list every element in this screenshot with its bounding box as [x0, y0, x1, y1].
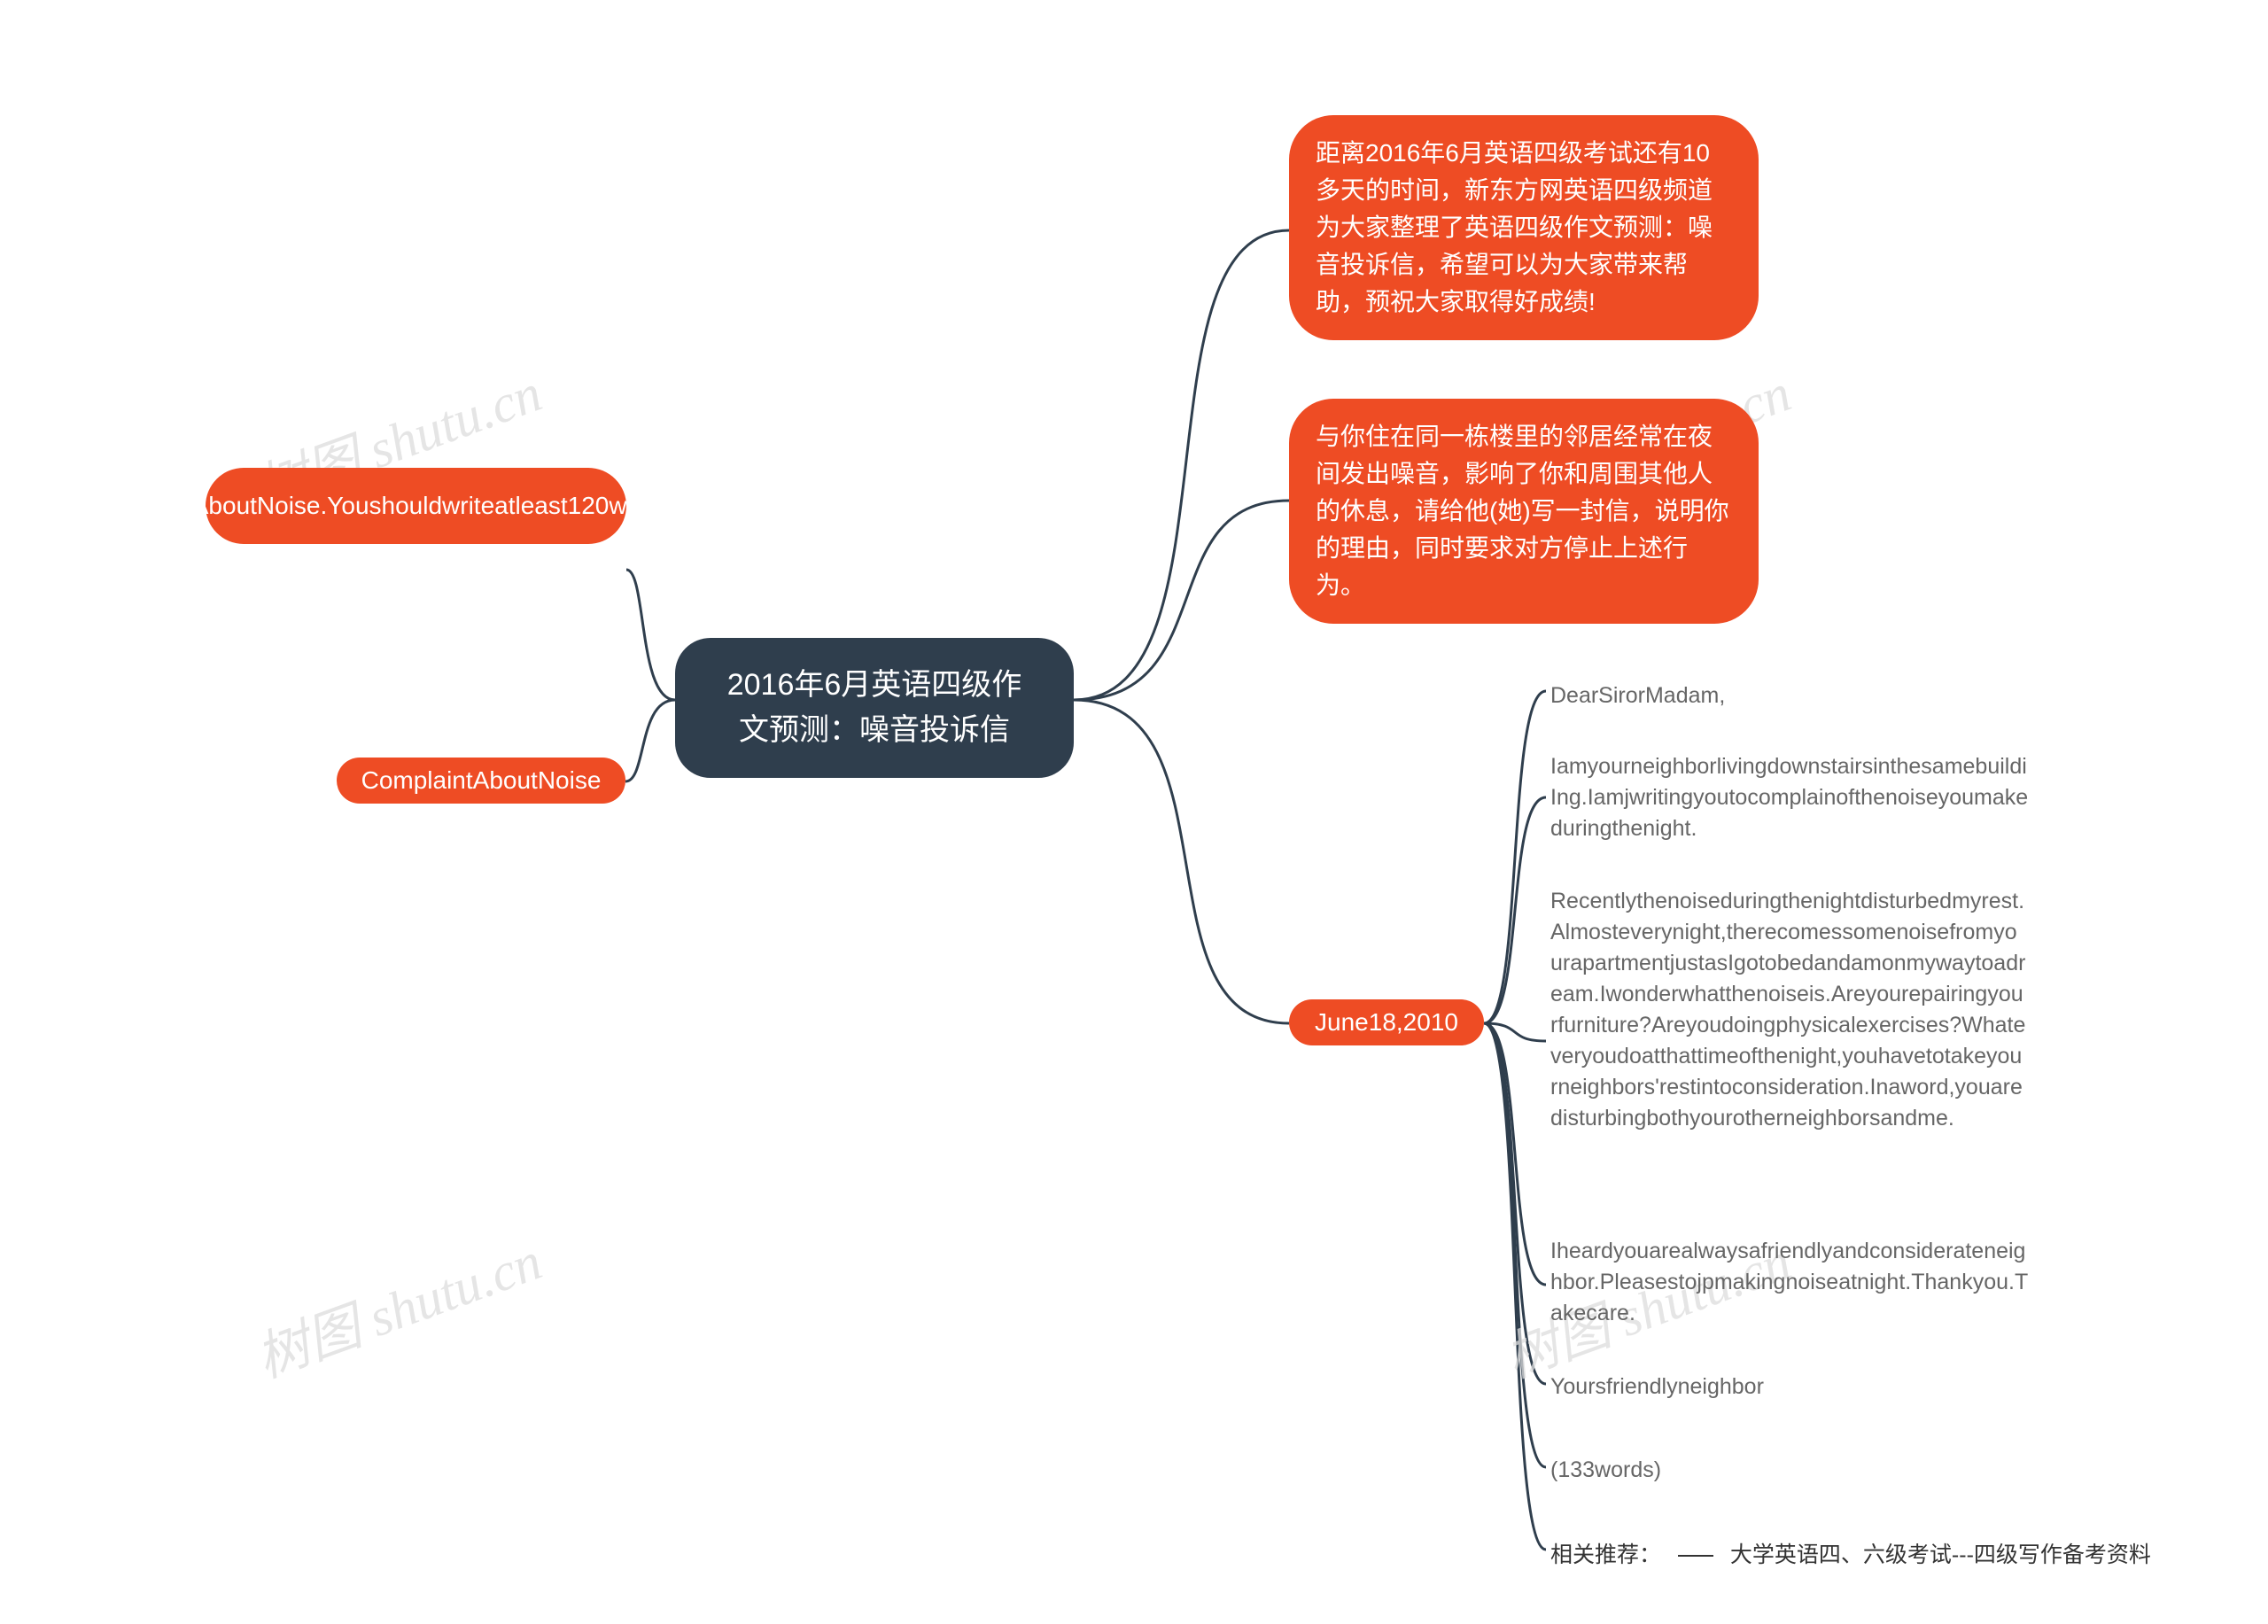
letter-leaf-para2: Recentlythenoiseduringthenightdisturbedm… [1550, 886, 2029, 1134]
letter-leaf-dear: DearSirorMadam, [1550, 680, 2011, 711]
letter-leaf-para1: Iamyourneighborlivingdownstairsinthesame… [1550, 751, 2029, 844]
mindmap-canvas: 树图 shutu.cn树图 shutu.cn树图 shutu.cn树图 shut… [0, 0, 2268, 1624]
intro-text: 距离2016年6月英语四级考试还有10多天的时间，新东方网英语四级频道为大家整理… [1316, 135, 1732, 321]
recommendation-row: 相关推荐： 大学英语四、六级考试---四级写作备考资料 [1550, 1537, 2151, 1569]
letter-leaf-wc: (133words) [1550, 1455, 2011, 1486]
scenario-node: 与你住在同一栋楼里的邻居经常在夜间发出噪音，影响了你和周围其他人的休息，请给他(… [1289, 399, 1759, 624]
center-node-text: 2016年6月英语四级作文预测：噪音投诉信 [719, 663, 1029, 753]
letter-leaf-sign: Yoursfriendlyneighbor [1550, 1371, 2011, 1403]
directions-text: Directions:WriteacompositionentitledComp… [0, 487, 1153, 524]
recommendation-dash-icon [1678, 1555, 1713, 1557]
center-node: 2016年6月英语四级作文预测：噪音投诉信 [675, 638, 1074, 778]
watermark: 树图 shutu.cn [244, 1218, 550, 1393]
complaint-title-node: ComplaintAboutNoise [337, 758, 625, 804]
date-node: June18,2010 [1289, 999, 1484, 1045]
intro-node: 距离2016年6月英语四级考试还有10多天的时间，新东方网英语四级频道为大家整理… [1289, 115, 1759, 340]
date-text: June18,2010 [1315, 1008, 1458, 1037]
recommendation-label: 相关推荐： [1550, 1542, 1661, 1567]
letter-leaf-para3: Iheardyouarealwaysafriendlyandconsiderat… [1550, 1236, 2029, 1329]
directions-node: Directions:WriteacompositionentitledComp… [206, 468, 626, 544]
recommendation-link[interactable]: 大学英语四、六级考试---四级写作备考资料 [1730, 1542, 2151, 1567]
complaint-title-text: ComplaintAboutNoise [361, 766, 602, 795]
scenario-text: 与你住在同一栋楼里的邻居经常在夜间发出噪音，影响了你和周围其他人的休息，请给他(… [1316, 418, 1732, 604]
